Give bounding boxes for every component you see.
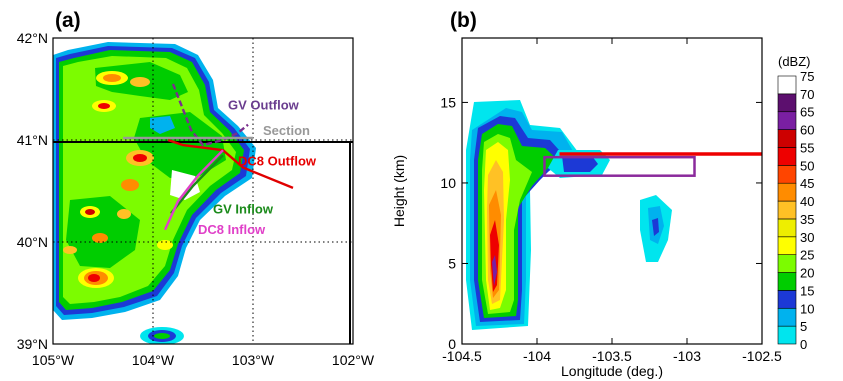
colorbar-tick-label: 5 — [800, 319, 807, 334]
colorbar-swatch — [777, 236, 797, 255]
reflectivity-cross-section — [466, 100, 672, 330]
colorbar-tick-label: 70 — [800, 87, 814, 102]
panel-a: 105°W 104°W 103°W 102°W 39°N 40°N 41°N 42°N GV… — [17, 9, 375, 368]
flight-level-gv — [543, 155, 696, 177]
colorbar-tick-label: 10 — [800, 301, 814, 316]
flight-track-gv-outflow — [171, 83, 249, 147]
colorbar: 0 5 10 15 20 25 30 35 40 45 50 55 60 65 70 75 — [777, 69, 814, 352]
colorbar-tick-label: 55 — [800, 140, 814, 155]
colorbar-tick-label: 60 — [800, 123, 814, 138]
y-tick-label: 10 — [440, 175, 456, 191]
colorbar-swatch — [777, 129, 797, 148]
y-tick-label: 0 — [448, 336, 456, 352]
x-tick-label: -104 — [523, 348, 551, 364]
colorbar-swatch — [777, 182, 797, 202]
colorbar-swatch — [777, 111, 797, 130]
flight-track-gv-inflow — [170, 154, 224, 215]
annotation-gv-inflow: GV Inflow — [213, 201, 274, 216]
flight-tracks — [123, 83, 294, 231]
radar-reflectivity-map — [53, 42, 256, 344]
flight-track-dc8-inflow — [163, 149, 224, 231]
colorbar-tick-label: 15 — [800, 283, 814, 298]
y-tick-label: 5 — [448, 255, 456, 271]
colorbar-swatch — [777, 147, 797, 166]
map-y-tick-label: 42°N — [17, 30, 48, 46]
panel-b-label: (b) — [450, 9, 477, 32]
map-x-tick-label: 103°W — [232, 352, 275, 368]
map-y-ticks: 39°N 40°N 41°N 42°N — [17, 30, 48, 352]
colorbar-swatch — [777, 307, 797, 327]
map-y-tick-label: 39°N — [17, 336, 48, 352]
colorbar-swatch — [777, 218, 797, 238]
colorbar-swatch — [777, 290, 797, 309]
cross-section-y-ticks: 0 5 10 15 — [440, 94, 762, 352]
x-tick-label: -103 — [673, 348, 701, 364]
x-tick-label: -103.5 — [592, 348, 632, 364]
colorbar-tick-label: 50 — [800, 158, 814, 173]
colorbar-tick-label: 30 — [800, 230, 814, 245]
colorbar-title: (dBZ) — [778, 54, 811, 69]
map-x-tick-label: 105°W — [32, 352, 75, 368]
colorbar-tick-label: 20 — [800, 266, 814, 281]
map-x-tick-label: 104°W — [132, 352, 175, 368]
state-border — [53, 141, 353, 344]
cross-section-x-ticks: -104.5 -104 -103.5 -103 -102.5 — [442, 38, 782, 364]
colorbar-tick-label: 35 — [800, 212, 814, 227]
annotation-section: Section — [263, 123, 310, 138]
colorbar-swatch — [777, 165, 797, 184]
panel-b: -104.5 -104 -103.5 -103 -102.5 0 5 10 15 Longit… — [391, 9, 814, 379]
y-tick-label: 15 — [440, 94, 456, 110]
map-y-tick-label: 40°N — [17, 234, 48, 250]
colorbar-swatch — [777, 325, 797, 345]
annotation-dc8-outflow: DC8 Outflow — [238, 154, 317, 169]
flight-levels — [543, 152, 762, 177]
colorbar-swatch — [777, 200, 797, 220]
x-tick-label: -102.5 — [742, 348, 782, 364]
colorbar-tick-label: 0 — [800, 337, 807, 352]
map-annotations: GV Outflow Section DC8 Outflow GV Inflow DC8… — [198, 97, 317, 236]
map-frame — [52, 37, 354, 345]
map-y-tick-label: 41°N — [17, 132, 48, 148]
colorbar-swatch — [777, 272, 797, 291]
annotation-gv-outflow: GV Outflow — [228, 97, 300, 112]
colorbar-tick-label: 40 — [800, 194, 814, 209]
colorbar-swatch — [777, 254, 797, 273]
annotation-dc8-inflow: DC8 Inflow — [198, 222, 266, 237]
colorbar-swatch — [777, 75, 797, 95]
colorbar-tick-label: 45 — [800, 176, 814, 191]
map-x-tick-label: 102°W — [332, 352, 375, 368]
colorbar-tick-label: 75 — [800, 69, 814, 84]
colorbar-tick-label: 65 — [800, 105, 814, 120]
map-x-ticks: 105°W 104°W 103°W 102°W — [32, 352, 375, 368]
x-axis-label: Longitude (deg.) — [561, 363, 663, 379]
colorbar-swatch — [777, 93, 797, 113]
y-axis-label: Height (km) — [391, 155, 407, 227]
colorbar-tick-label: 25 — [800, 248, 814, 263]
panel-a-label: (a) — [55, 9, 81, 32]
x-tick-label: -104.5 — [442, 348, 482, 364]
